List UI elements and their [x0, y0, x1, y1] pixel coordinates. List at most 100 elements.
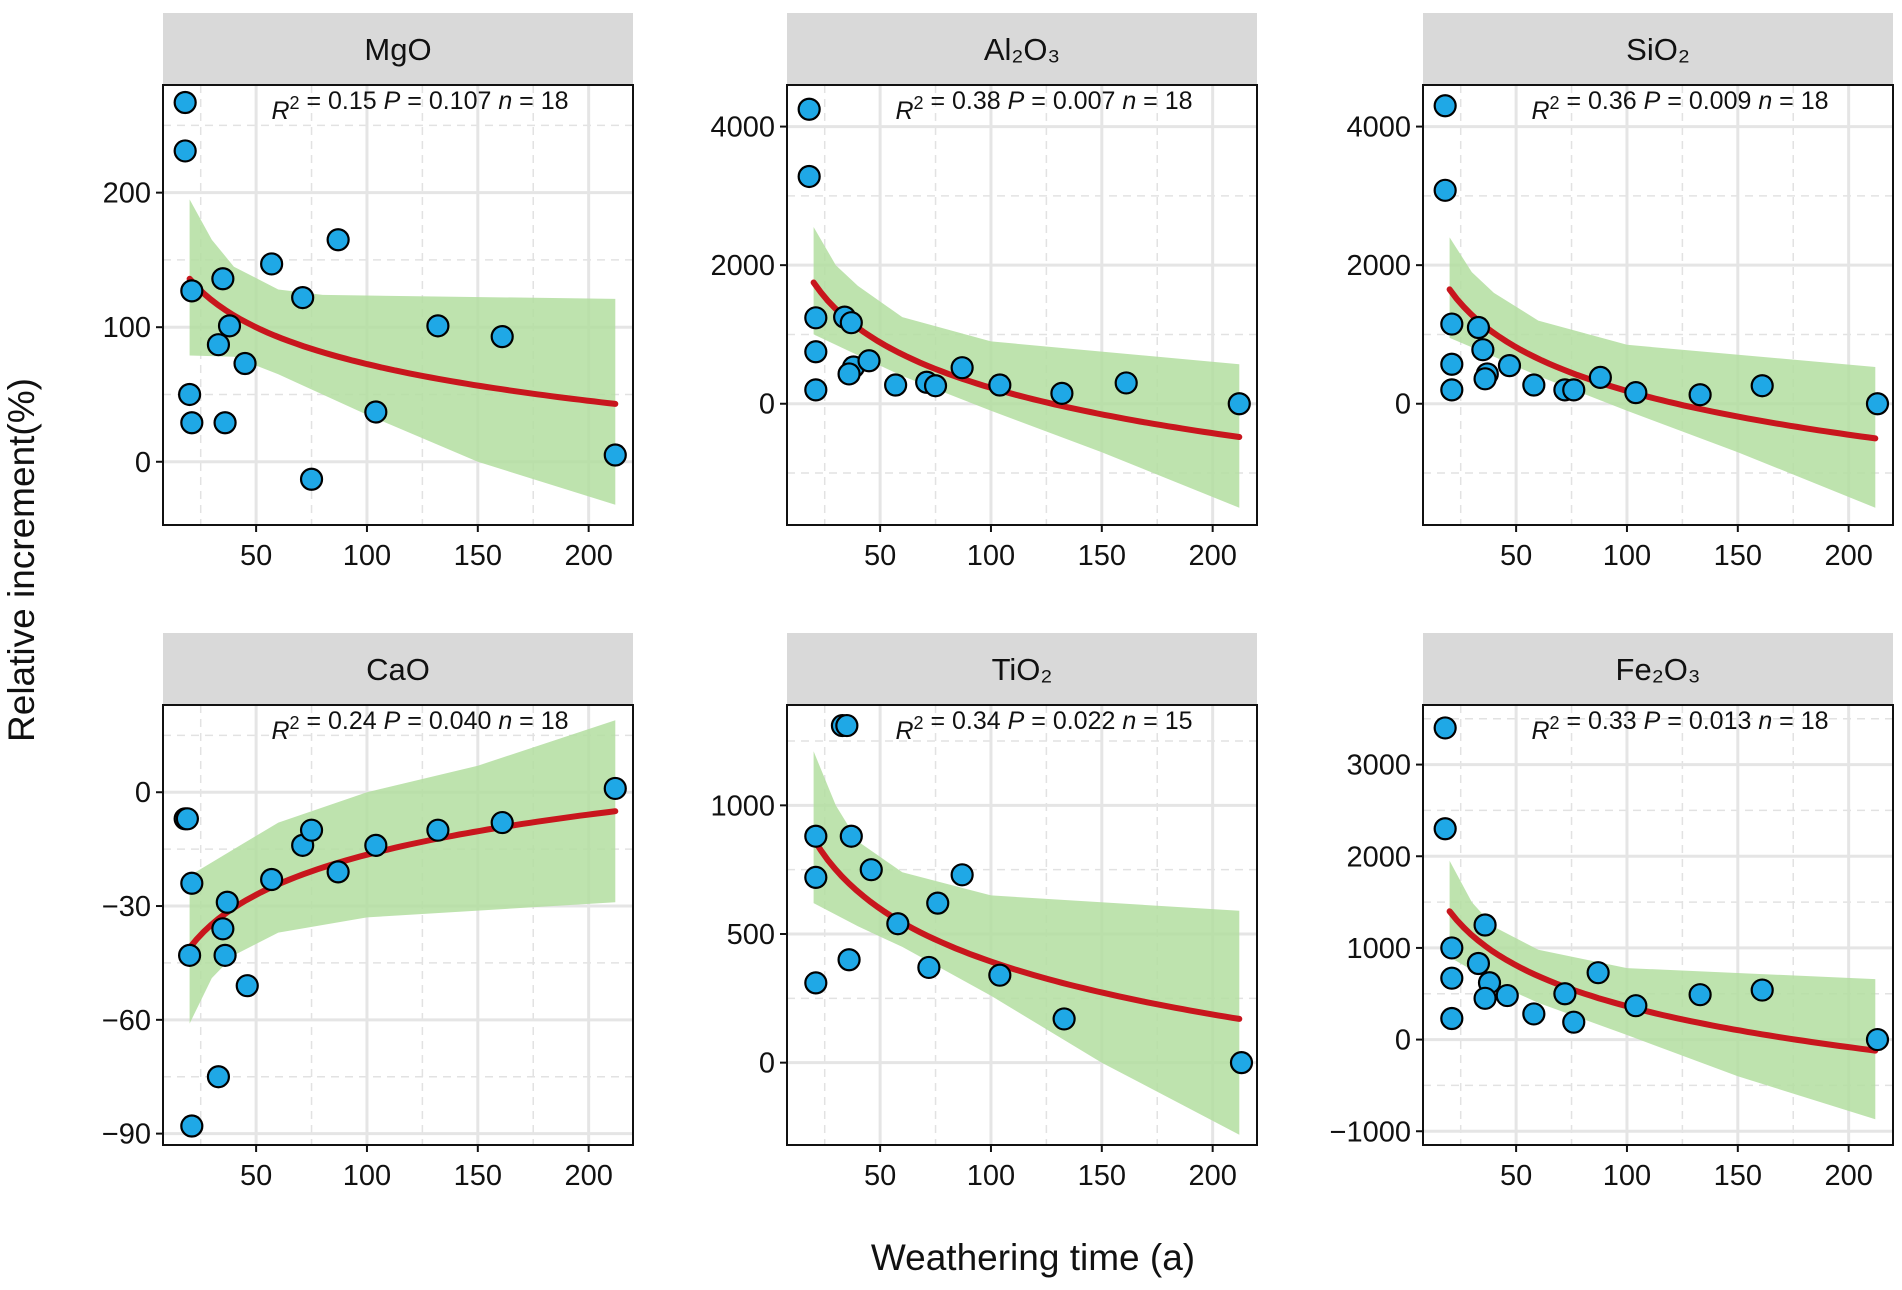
- panel-strip: [163, 633, 633, 705]
- data-point: [1440, 966, 1464, 990]
- y-tick-label: 1000: [710, 790, 775, 822]
- x-tick-label: 200: [564, 1160, 612, 1192]
- x-tick-label: 200: [1824, 1160, 1872, 1192]
- data-point: [291, 285, 315, 310]
- confidence-band: [813, 227, 1240, 508]
- panel-frame: [1422, 84, 1894, 526]
- data-point: [804, 306, 828, 330]
- data-point: [1586, 961, 1610, 985]
- data-point: [1750, 374, 1774, 398]
- data-point: [1688, 983, 1712, 1007]
- panel-6: Fe₂O₃ R2 = 0.33 P = 0.013 n = 18 50 100 150 2…: [1330, 633, 1894, 1192]
- x-tick-label: 100: [1603, 540, 1651, 572]
- data-point: [299, 467, 324, 491]
- panel-strip: [1423, 13, 1893, 85]
- panel-title: CaO: [366, 652, 430, 687]
- data-point: [950, 863, 974, 887]
- data-point: [217, 314, 242, 338]
- y-tick-label: 2000: [1346, 841, 1411, 873]
- x-tick-label: 150: [1714, 1160, 1762, 1192]
- fit-line: [186, 808, 619, 951]
- data-point: [178, 382, 202, 407]
- data-point: [260, 867, 284, 892]
- panel-frame: [1422, 704, 1894, 1146]
- x-tick-label: 100: [967, 540, 1015, 572]
- fit-line: [810, 279, 1243, 440]
- x-tick-label: 50: [1500, 1160, 1532, 1192]
- data-point: [1624, 994, 1648, 1018]
- data-point: [1473, 986, 1497, 1010]
- data-point: [1433, 716, 1457, 740]
- data-point: [426, 818, 450, 842]
- y-tick-label: 4000: [1346, 112, 1411, 144]
- data-point: [1229, 1051, 1254, 1075]
- data-point: [1050, 381, 1074, 405]
- data-point: [1522, 1002, 1546, 1026]
- x-tick-label: 100: [343, 540, 391, 572]
- data-point: [886, 912, 910, 936]
- data-point: [235, 974, 259, 998]
- panel-frame: [786, 704, 1258, 1146]
- data-point: [1495, 983, 1519, 1008]
- panel-frame: [162, 704, 634, 1146]
- x-tick-label: 150: [1078, 540, 1126, 572]
- data-point: [364, 833, 388, 857]
- panel-1: MgO R2 = 0.15 P = 0.107 n = 18 50 100 150 200…: [103, 13, 634, 572]
- panel-4: CaO R2 = 0.24 P = 0.040 n = 18 50 100 150 200…: [102, 633, 634, 1192]
- data-point: [326, 228, 350, 252]
- data-point: [426, 314, 450, 338]
- panel-title: TiO₂: [992, 652, 1053, 687]
- x-tick-label: 200: [1188, 1160, 1236, 1192]
- x-tick-label: 100: [967, 1160, 1015, 1192]
- data-point: [1052, 1007, 1076, 1031]
- plot-area: [163, 705, 633, 1145]
- fit-line: [810, 835, 1243, 1022]
- y-tick-label: −90: [102, 1119, 151, 1151]
- data-point: [1750, 978, 1774, 1002]
- y-tick-label: 0: [135, 447, 151, 479]
- data-point: [1433, 94, 1457, 118]
- data-point: [180, 411, 204, 435]
- stats-annotation: R2 = 0.33 P = 0.013 n = 18: [1531, 707, 1828, 745]
- data-point: [1624, 381, 1648, 405]
- plot-area: [787, 705, 1257, 1145]
- data-point: [857, 349, 881, 373]
- data-point: [1522, 373, 1546, 397]
- data-point: [180, 279, 204, 303]
- data-point: [178, 943, 202, 967]
- data-point: [839, 311, 863, 335]
- data-point: [1440, 352, 1464, 376]
- x-tick-label: 200: [1188, 540, 1236, 572]
- y-tick-label: −30: [102, 891, 151, 923]
- data-point: [988, 373, 1012, 397]
- panel-frame: [786, 84, 1258, 526]
- fit-line: [186, 275, 619, 407]
- data-point: [603, 443, 627, 467]
- panel-title: MgO: [364, 32, 431, 67]
- panel-strip: [1423, 633, 1893, 705]
- x-tick-label: 100: [343, 1160, 391, 1192]
- data-point: [1497, 354, 1522, 378]
- data-point: [884, 373, 908, 397]
- data-point: [490, 810, 514, 835]
- panel-title: Fe₂O₃: [1616, 652, 1701, 687]
- data-point: [490, 325, 514, 349]
- x-tick-label: 150: [454, 540, 502, 572]
- plot-area: [787, 85, 1257, 525]
- y-tick-label: 0: [135, 777, 151, 809]
- plot-area: [163, 85, 633, 525]
- data-point: [804, 971, 828, 995]
- panel-strip: [163, 13, 633, 85]
- data-point: [797, 97, 821, 121]
- data-point: [1114, 371, 1138, 395]
- data-point: [835, 713, 859, 738]
- panel-frame: [162, 84, 634, 526]
- y-tick-label: 0: [1395, 1025, 1411, 1057]
- stats-annotation: R2 = 0.15 P = 0.107 n = 18: [271, 87, 568, 125]
- data-point: [837, 362, 861, 386]
- y-tick-label: 500: [727, 919, 775, 951]
- y-tick-label: 0: [1395, 389, 1411, 421]
- data-point: [206, 333, 231, 357]
- data-point: [299, 818, 324, 842]
